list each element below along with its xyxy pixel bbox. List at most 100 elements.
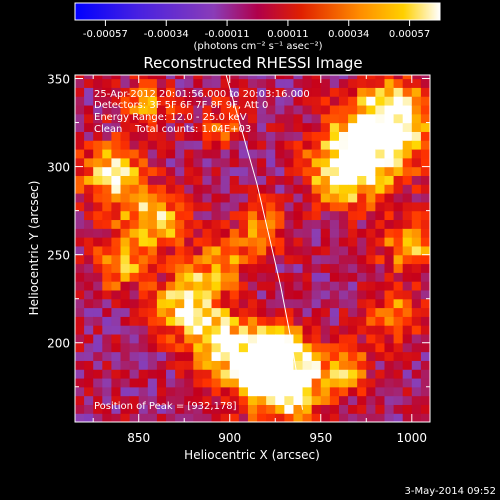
heatmap-pixel	[375, 104, 386, 115]
heatmap-pixel	[129, 148, 140, 159]
heatmap-pixel	[338, 404, 349, 414]
heatmap-pixel	[120, 263, 131, 273]
heatmap-pixel	[393, 193, 404, 203]
heatmap-pixel	[284, 140, 295, 150]
heatmap-pixel	[320, 298, 331, 309]
heatmap-pixel	[238, 395, 249, 405]
heatmap-pixel	[166, 245, 176, 256]
heatmap-pixel	[247, 122, 258, 132]
heatmap-pixel	[357, 219, 367, 229]
heatmap-pixel	[202, 413, 213, 422]
heatmap-pixel	[93, 342, 103, 353]
heatmap-pixel	[257, 404, 267, 414]
heatmap-pixel	[257, 228, 267, 238]
heatmap-pixel	[275, 104, 285, 115]
heatmap-pixel	[211, 131, 222, 141]
heatmap-pixel	[202, 307, 213, 317]
heatmap-pixel	[302, 369, 313, 379]
heatmap-pixel	[247, 272, 258, 282]
heatmap-pixel	[75, 263, 85, 273]
heatmap-pixel	[293, 122, 304, 132]
heatmap-pixel	[338, 413, 349, 422]
heatmap-pixel	[193, 210, 204, 221]
heatmap-pixel	[375, 342, 386, 353]
heatmap-pixel	[402, 263, 413, 273]
heatmap-pixel	[357, 122, 367, 132]
heatmap-pixel	[129, 201, 140, 212]
heatmap-pixel	[357, 245, 367, 256]
heatmap-pixel	[275, 78, 285, 88]
heatmap-pixel	[166, 175, 176, 185]
heatmap-pixel	[266, 360, 276, 370]
heatmap-pixel	[348, 131, 358, 141]
heatmap-pixel	[293, 413, 304, 422]
heatmap-pixel	[166, 228, 176, 238]
heatmap-pixel	[320, 289, 331, 300]
heatmap-pixel	[329, 307, 340, 317]
heatmap-pixel	[393, 369, 404, 379]
heatmap-pixel	[375, 281, 386, 291]
heatmap-pixel	[211, 104, 222, 115]
heatmap-pixel	[302, 96, 313, 106]
heatmap-pixel	[238, 237, 249, 247]
heatmap-pixel	[366, 75, 376, 80]
heatmap-pixel	[384, 395, 395, 405]
heatmap-pixel	[111, 201, 122, 212]
heatmap-pixel	[111, 351, 122, 361]
heatmap-pixel	[102, 193, 113, 203]
heatmap-pixel	[320, 140, 331, 150]
heatmap-pixel	[102, 96, 113, 106]
heatmap-pixel	[175, 263, 185, 273]
heatmap-pixel	[166, 395, 176, 405]
heatmap-pixel	[75, 281, 85, 291]
heatmap-pixel	[138, 87, 149, 97]
y-tick-label: 200	[47, 337, 70, 351]
heatmap-pixel	[348, 413, 358, 422]
heatmap-pixel	[257, 316, 267, 326]
heatmap-pixel	[311, 254, 322, 265]
heatmap-pixel	[338, 386, 349, 397]
heatmap-pixel	[393, 237, 404, 247]
heatmap-pixel	[266, 131, 276, 141]
heatmap-pixel	[75, 333, 85, 344]
heatmap-pixel	[84, 263, 94, 273]
heatmap-pixel	[357, 351, 367, 361]
heatmap-pixel	[102, 281, 113, 291]
heatmap-pixel	[420, 342, 430, 353]
heatmap-pixel	[266, 342, 276, 353]
heatmap-pixel	[211, 245, 222, 256]
heatmap-pixel	[348, 263, 358, 273]
heatmap-pixel	[348, 157, 358, 168]
heatmap-pixel	[156, 377, 167, 388]
heatmap-pixel	[120, 184, 131, 194]
colorbar-tick-label: -0.00057	[83, 29, 128, 40]
heatmap-pixel	[211, 395, 222, 405]
heatmap-pixel	[302, 237, 313, 247]
heatmap-pixel	[129, 175, 140, 185]
heatmap-pixel	[411, 237, 422, 247]
y-tick-label: 300	[47, 161, 70, 175]
heatmap-pixel	[211, 237, 222, 247]
heatmap-pixel	[229, 131, 240, 141]
heatmap-pixel	[102, 113, 113, 124]
heatmap-pixel	[293, 298, 304, 309]
heatmap-pixel	[284, 219, 295, 229]
heatmap-pixel	[120, 404, 131, 414]
heatmap-pixel	[384, 140, 395, 150]
heatmap-pixel	[175, 307, 185, 317]
heatmap-pixel	[311, 228, 322, 238]
heatmap-pixel	[375, 201, 386, 212]
heatmap-pixel	[147, 289, 158, 300]
heatmap-pixel	[393, 87, 404, 97]
heatmap-pixel	[166, 272, 176, 282]
heatmap-pixel	[93, 87, 103, 97]
heatmap-pixel	[220, 386, 231, 397]
heatmap-pixel	[375, 184, 386, 194]
heatmap-pixel	[266, 298, 276, 309]
heatmap-pixel	[411, 184, 422, 194]
heatmap-pixel	[247, 78, 258, 88]
heatmap-pixel	[138, 289, 149, 300]
heatmap-pixel	[156, 325, 167, 335]
heatmap-pixel	[84, 289, 94, 300]
heatmap-pixel	[338, 395, 349, 405]
